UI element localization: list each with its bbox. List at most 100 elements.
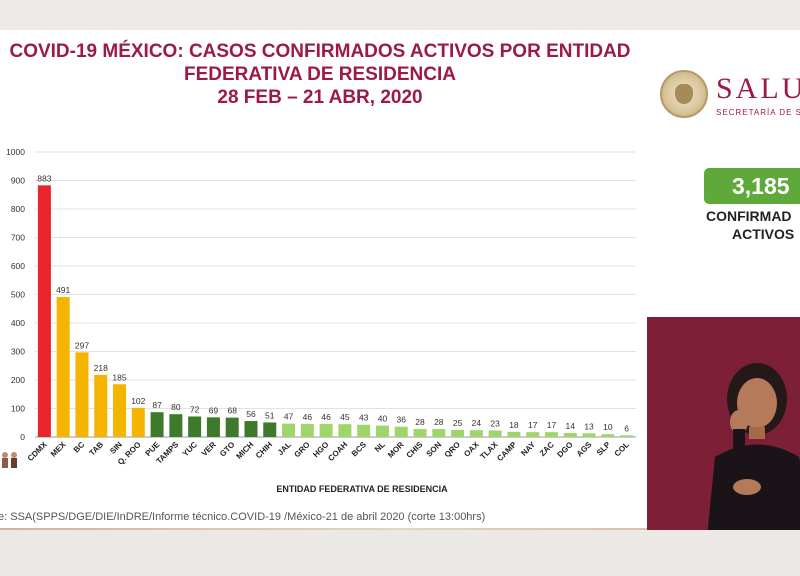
y-axis-ticks: 0 100 200 300 400 500 600 700 800 900 1000 (6, 147, 25, 442)
bar-yuc (188, 416, 202, 437)
x-tick-label: YUC (181, 440, 199, 458)
x-tick-label: COL (613, 440, 631, 458)
bar-slp (601, 434, 615, 437)
bar-tlax (488, 430, 502, 437)
bar-ags (582, 433, 596, 437)
value-label: 40 (378, 414, 388, 424)
title-line-2: FEDERATIVA DE RESIDENCIA (183, 64, 456, 85)
bar-tab (94, 374, 108, 437)
total-label-line-2: ACTIVOS (732, 226, 795, 242)
x-tick-label: SLP (595, 440, 613, 458)
x-tick-label: MOR (386, 440, 406, 460)
value-label: 46 (303, 412, 313, 422)
chart-title: COVID-19 MÉXICO: CASOS CONFIRMADOS ACTIV… (0, 40, 660, 109)
total-label-line-1: CONFIRMAD (706, 208, 792, 224)
bars (37, 185, 634, 437)
y-tick-label: 300 (11, 347, 25, 357)
coat-of-arms-icon (660, 70, 708, 118)
value-label: 6 (624, 423, 629, 433)
value-label: 17 (528, 420, 538, 430)
x-tick-label: BCS (350, 440, 369, 459)
value-label: 17 (547, 420, 557, 430)
value-labels: 883 491 297 218 185 102 87 80 72 69 68 56 51 47 46 46 45… (37, 173, 629, 433)
x-tick-label: CHIH (254, 440, 274, 460)
value-label: 491 (56, 285, 70, 295)
y-tick-label: 100 (11, 404, 25, 414)
bar-chart: 0 100 200 300 400 500 600 700 800 900 1000 883 491 2… (6, 147, 636, 494)
bar-son (432, 429, 446, 437)
x-tick-label: QRO (443, 440, 462, 459)
value-label: 87 (152, 400, 162, 410)
bar-gro (300, 423, 314, 437)
brand-subtitle: SECRETARÍA DE SA (716, 108, 800, 117)
y-tick-label: 700 (11, 233, 25, 243)
bar-jal (282, 423, 296, 437)
y-tick-label: 200 (11, 375, 25, 385)
y-tick-label: 600 (11, 261, 25, 271)
bottom-band (0, 530, 800, 576)
title-line-3: 28 FEB – 21 ABR, 2020 (217, 87, 423, 108)
x-tick-label: ZAC (538, 440, 556, 458)
x-axis-title: ENTIDAD FEDERATIVA DE RESIDENCIA (276, 484, 448, 494)
bar-hgo (319, 423, 333, 437)
bar-tamps (169, 414, 183, 437)
title-line-1: COVID-19 MÉXICO: CASOS CONFIRMADOS ACTIV… (9, 41, 631, 62)
value-label: 185 (112, 372, 126, 382)
x-tick-label: DGO (555, 440, 574, 459)
value-label: 14 (566, 421, 576, 431)
x-tick-label: SON (425, 440, 444, 459)
bar-camp (507, 431, 521, 437)
x-tick-label: NL (373, 440, 387, 454)
x-tick-label: NAY (519, 440, 537, 458)
brand-name: SALU (716, 72, 800, 105)
x-tick-label: GTO (218, 440, 237, 459)
value-label: 72 (190, 404, 200, 414)
bar-zac (544, 432, 558, 437)
top-band (0, 0, 800, 30)
interpreter-figure-icon (707, 363, 800, 530)
bar-dgo (563, 433, 577, 437)
bar-pue (150, 412, 164, 437)
bar-oax (469, 430, 483, 437)
bar-col (620, 435, 634, 437)
bar-cdmx (37, 185, 51, 437)
value-label: 56 (246, 409, 256, 419)
value-label: 18 (509, 420, 519, 430)
x-tick-label: CAMP (495, 440, 518, 463)
y-tick-label: 900 (11, 176, 25, 186)
y-tick-label: 800 (11, 204, 25, 214)
bar-q-roo (131, 407, 145, 437)
value-label: 28 (415, 417, 425, 427)
bar-qro (451, 429, 465, 437)
x-tick-label: AGS (575, 440, 594, 459)
source-note: e: SSA(SPPS/DGE/DIE/InDRE/Informe técnic… (0, 511, 486, 523)
x-tick-label: CHIS (405, 440, 425, 460)
bar-nl (375, 425, 389, 437)
x-tick-label: CDMX (26, 440, 49, 463)
x-tick-label: VER (200, 440, 218, 458)
value-label: 80 (171, 402, 181, 412)
value-label: 45 (340, 412, 350, 422)
bar-coah (338, 424, 352, 437)
value-label: 102 (131, 396, 145, 406)
bar-ver (206, 417, 220, 437)
total-confirmed-badge: 3,185 (704, 168, 800, 204)
bar-bc (75, 352, 89, 437)
x-tick-label: TAB (88, 440, 106, 458)
y-tick-label: 0 (20, 432, 25, 442)
value-label: 13 (584, 421, 594, 431)
bar-mich (244, 421, 258, 437)
value-label: 46 (321, 412, 331, 422)
bar-chih (263, 422, 277, 437)
sign-language-interpreter-video (647, 317, 800, 530)
value-label: 69 (209, 405, 219, 415)
bar-mex (56, 297, 70, 437)
x-tick-label: MICH (235, 440, 256, 461)
bar-mor (394, 426, 408, 437)
value-label: 24 (472, 418, 482, 428)
x-tick-label: MEX (49, 440, 68, 459)
x-tick-label: BC (72, 440, 87, 455)
bar-nay (526, 432, 540, 437)
value-label: 68 (227, 406, 237, 416)
